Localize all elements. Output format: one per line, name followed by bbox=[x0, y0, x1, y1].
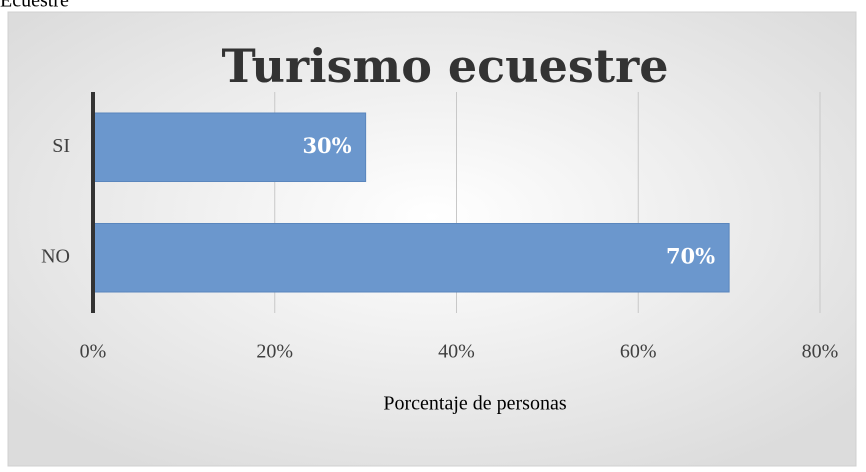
chart-title: Turismo ecuestre bbox=[221, 39, 668, 93]
x-tick-label: 20% bbox=[256, 341, 293, 363]
data-label: 70% bbox=[666, 243, 715, 268]
bar bbox=[92, 222, 730, 293]
y-tick-label: NO bbox=[41, 245, 70, 267]
x-tick-label: 60% bbox=[620, 341, 657, 363]
page-heading: Ecuestre bbox=[0, 0, 69, 12]
y-tick-label: SI bbox=[52, 135, 70, 157]
x-tick-label: 80% bbox=[802, 341, 839, 363]
x-tick-label: 0% bbox=[80, 341, 107, 363]
x-tick-label: 40% bbox=[438, 341, 475, 363]
data-label: 30% bbox=[302, 133, 351, 158]
x-axis-title: Porcentaje de personas bbox=[383, 393, 566, 415]
